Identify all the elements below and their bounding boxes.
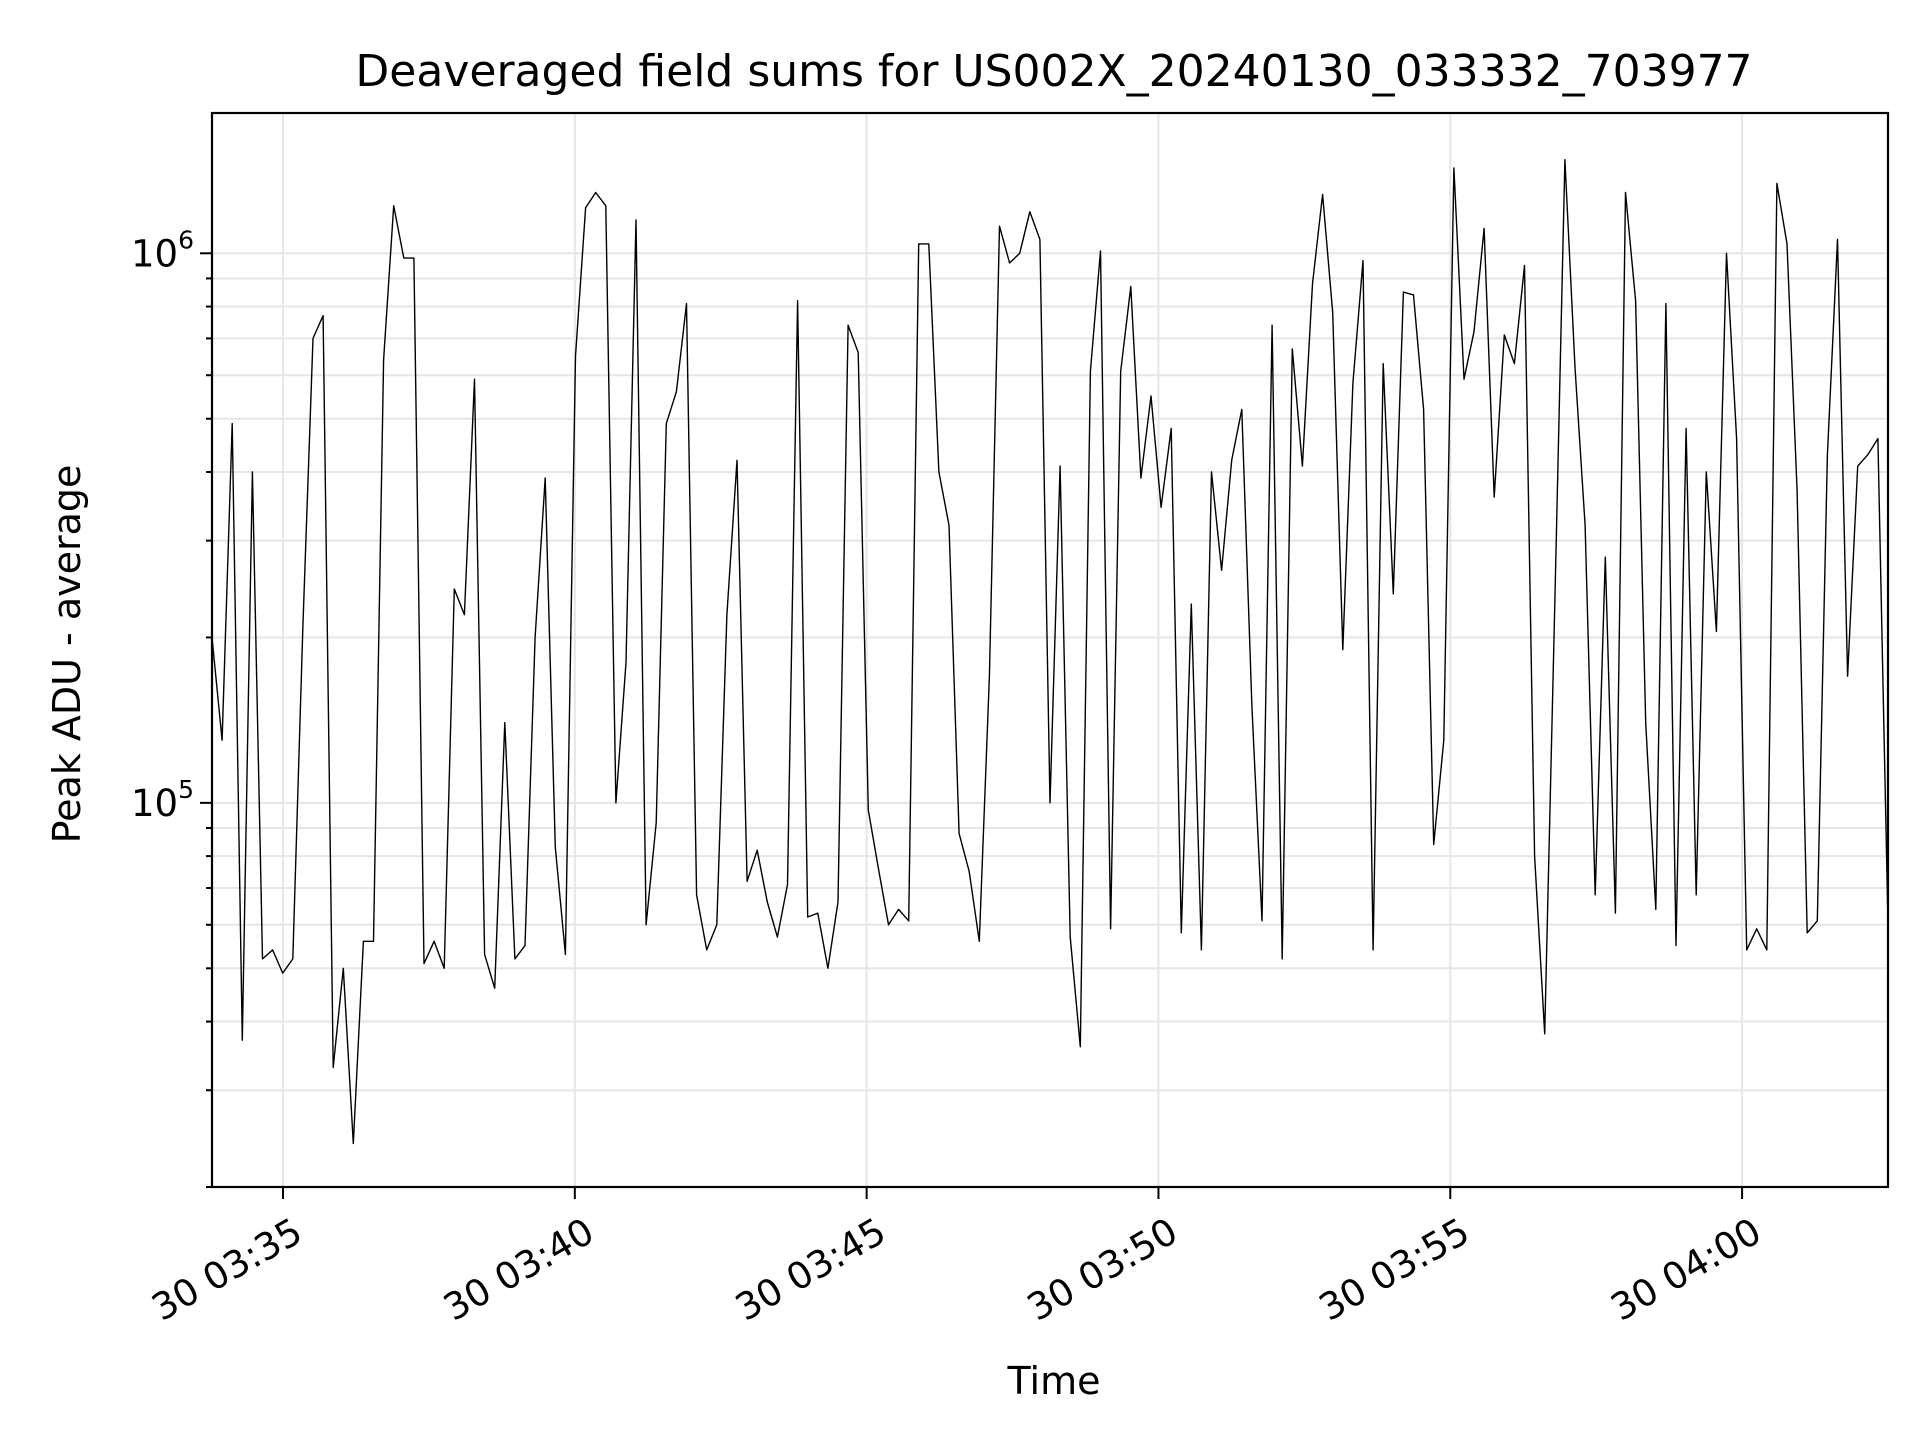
series-line — [212, 158, 1888, 1145]
y-grid — [212, 252, 1888, 1188]
chart-title: Deaveraged field sums for US002X_2024013… — [355, 46, 1752, 97]
y-tick-label: 105 — [131, 775, 194, 825]
x-grid — [282, 113, 1744, 1187]
y-axis-label: Peak ADU - average — [45, 465, 89, 844]
y-tick-label-exponent: 6 — [178, 225, 194, 254]
y-tick-label-base: 10 — [131, 782, 178, 825]
y-tick-label-exponent: 5 — [178, 775, 194, 804]
y-tick-label-base: 10 — [131, 232, 178, 275]
series-layer — [212, 158, 1888, 1145]
y-tick-label: 106 — [131, 225, 194, 275]
x-axis-label: Time — [1007, 1359, 1101, 1403]
plot-frame — [210, 111, 1890, 1189]
